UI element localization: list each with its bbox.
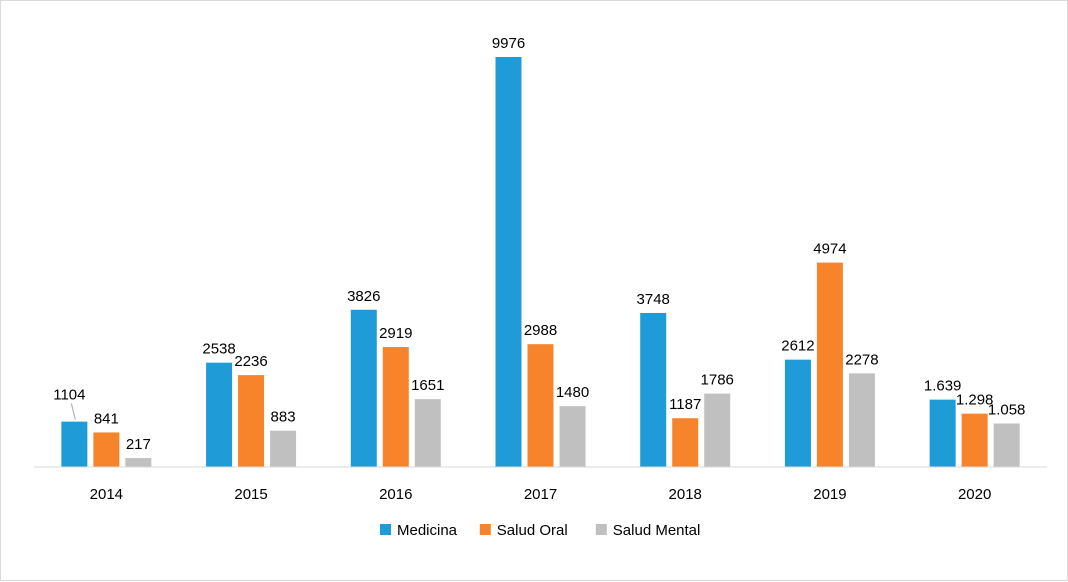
data-label-medicina-2020: 1.639 <box>924 378 962 395</box>
bar-salud-oral-2020 <box>961 413 988 467</box>
data-label-salud-oral-2020: 1.298 <box>956 392 994 409</box>
data-label-medicina-2017: 9976 <box>492 35 525 52</box>
legend-label-medicina: Medicina <box>397 522 458 539</box>
data-label-medicina-2016: 3826 <box>347 288 380 305</box>
bars-layer <box>61 57 1020 467</box>
bar-medicina-2019 <box>784 359 811 467</box>
bar-medicina-2018 <box>640 312 667 467</box>
data-label-salud-mental-2019: 2278 <box>845 351 878 368</box>
bar-medicina-2017 <box>495 57 522 467</box>
data-label-salud-mental-2020: 1.058 <box>988 402 1026 419</box>
bar-medicina-2015 <box>206 362 233 467</box>
x-tick-label-2017: 2017 <box>524 486 557 503</box>
x-tick-label-2020: 2020 <box>958 486 991 503</box>
data-label-salud-oral-2018: 1187 <box>669 396 701 413</box>
bar-salud-oral-2014 <box>93 432 120 467</box>
data-label-medicina-2014: 1104 <box>53 387 85 404</box>
x-tick-label-2016: 2016 <box>379 486 412 503</box>
data-label-salud-mental-2016: 1651 <box>411 377 444 394</box>
bar-salud-mental-2016 <box>414 399 441 467</box>
legend-swatch-salud-mental <box>595 524 607 535</box>
bar-salud-oral-2018 <box>672 418 699 467</box>
data-label-salud-oral-2016: 2919 <box>379 325 412 342</box>
data-label-leader-line <box>70 403 76 420</box>
data-label-medicina-2018: 3748 <box>637 291 670 308</box>
bar-medicina-2014 <box>61 421 88 467</box>
x-tick-label-2014: 2014 <box>90 486 123 503</box>
data-label-medicina-2019: 2612 <box>781 338 814 355</box>
bar-salud-oral-2017 <box>527 344 554 467</box>
legend-label-salud-mental: Salud Mental <box>613 522 701 539</box>
data-label-salud-mental-2017: 1480 <box>556 384 589 401</box>
bar-salud-mental-2018 <box>704 393 731 467</box>
data-label-salud-mental-2015: 883 <box>271 409 296 426</box>
x-tick-label-2019: 2019 <box>813 486 846 503</box>
data-label-salud-oral-2014: 841 <box>94 410 119 427</box>
data-label-salud-mental-2018: 1786 <box>701 372 734 389</box>
x-tick-label-2018: 2018 <box>669 486 702 503</box>
bar-medicina-2016 <box>350 309 377 467</box>
bar-salud-oral-2015 <box>238 375 265 467</box>
legend: Medicina Salud Oral Salud Mental <box>380 522 700 539</box>
data-label-salud-oral-2019: 4974 <box>813 241 846 258</box>
bar-salud-mental-2017 <box>559 406 586 467</box>
data-label-salud-oral-2017: 2988 <box>524 322 557 339</box>
legend-swatch-salud-oral <box>479 524 491 535</box>
data-label-salud-mental-2014: 217 <box>126 436 151 453</box>
bar-salud-mental-2015 <box>270 430 297 467</box>
bar-medicina-2020 <box>929 399 956 467</box>
legend-label-salud-oral: Salud Oral <box>497 522 568 539</box>
bar-salud-oral-2019 <box>816 262 843 467</box>
x-tick-label-2015: 2015 <box>234 486 267 503</box>
bar-salud-oral-2016 <box>382 347 409 467</box>
data-label-medicina-2015: 2538 <box>202 341 235 358</box>
bar-salud-mental-2019 <box>848 373 875 467</box>
legend-swatch-medicina <box>380 524 391 535</box>
bar-salud-mental-2020 <box>993 423 1020 467</box>
x-tick-labels: 2014 2015 2016 2017 2018 2019 2020 <box>90 486 992 503</box>
data-label-salud-oral-2015: 2236 <box>234 353 267 370</box>
bar-salud-mental-2014 <box>125 458 152 467</box>
